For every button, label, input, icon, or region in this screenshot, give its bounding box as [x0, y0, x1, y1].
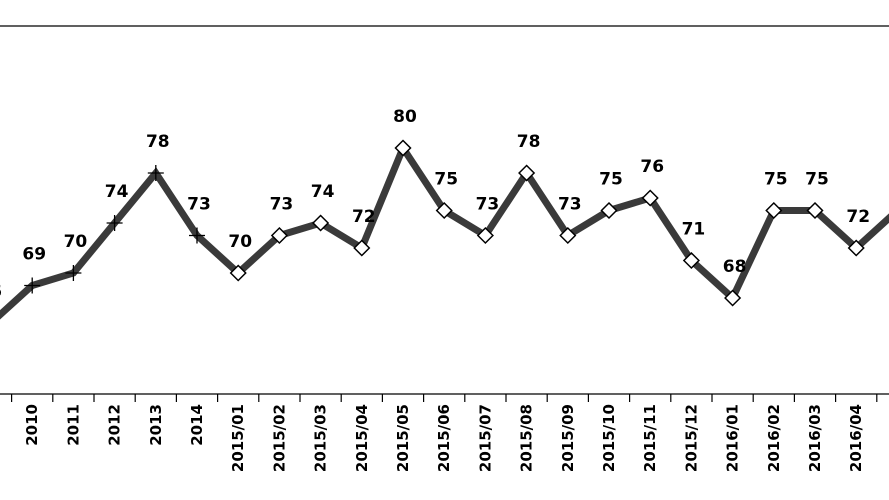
diamond-marker — [806, 201, 824, 220]
data-label: 73 — [476, 195, 500, 215]
x-tick-label: 2010 — [23, 404, 41, 446]
data-label: 70 — [64, 232, 88, 252]
data-label: 71 — [682, 220, 706, 240]
x-tick-label: 2015/09 — [559, 404, 577, 472]
diamond-marker — [270, 226, 288, 245]
series-markers — [24, 139, 889, 307]
x-tick-label: 2013 — [147, 404, 165, 446]
diamond-marker — [559, 226, 577, 245]
data-label: 72 — [352, 207, 376, 227]
data-label: 70 — [228, 232, 252, 252]
x-tick-label: 2016/02 — [765, 404, 783, 472]
x-axis-ticks — [11, 394, 878, 402]
x-tick-label: 2015/07 — [476, 404, 494, 472]
plus-marker — [147, 165, 164, 181]
diamond-marker — [229, 264, 247, 282]
data-label: 75 — [599, 170, 623, 190]
diamond-marker — [518, 164, 536, 182]
data-label: 74 — [105, 182, 129, 202]
data-label: 75 — [764, 170, 788, 190]
data-label: 72 — [846, 207, 870, 227]
data-label: 74 — [311, 182, 335, 202]
data-label: 68 — [723, 257, 747, 277]
x-tick-label: 2015/04 — [353, 404, 371, 472]
x-tick-label: 2015/08 — [518, 404, 536, 472]
x-tick-label: 2015/10 — [600, 404, 618, 472]
plus-marker — [65, 265, 82, 281]
data-label: 73 — [187, 195, 211, 215]
data-label: 78 — [146, 132, 170, 152]
diamond-marker — [847, 239, 865, 257]
data-label: 69 — [22, 245, 46, 265]
data-label: 75 — [805, 170, 829, 190]
x-tick-label: 2016/04 — [847, 404, 865, 472]
x-tick-label: 2015/12 — [682, 404, 700, 472]
x-tick-label: 2015/11 — [641, 404, 659, 472]
plus-marker — [106, 215, 123, 231]
x-tick-label: 2015/06 — [435, 404, 453, 472]
diamond-marker — [682, 251, 700, 270]
data-label: 73 — [558, 195, 582, 215]
x-tick-label: 2016/03 — [806, 404, 824, 472]
x-tick-label: 2016/01 — [724, 404, 742, 472]
data-label: 75 — [434, 170, 458, 190]
plus-marker — [189, 227, 205, 244]
diamond-marker — [353, 239, 371, 257]
diamond-marker — [476, 226, 494, 245]
diamond-marker — [724, 289, 742, 307]
diamond-marker — [765, 201, 783, 220]
x-tick-label: 2014 — [188, 404, 206, 446]
diamond-marker — [600, 201, 618, 220]
x-tick-label: 2015/02 — [270, 404, 288, 472]
data-label: 6 — [0, 282, 2, 302]
data-label: 73 — [270, 195, 294, 215]
data-label: 80 — [393, 107, 417, 127]
data-label: 78 — [517, 132, 541, 152]
x-tick-label: 2011 — [64, 404, 82, 446]
diamond-marker — [394, 139, 412, 157]
data-label: 76 — [640, 157, 664, 177]
diamond-marker — [641, 189, 659, 207]
x-tick-label: 2015/05 — [394, 404, 412, 472]
x-tick-label: 2015/01 — [229, 404, 247, 472]
data-labels: 6 69 70 74 78 73 70 73 74 72 80 75 73 78 73 75 76 71 68 75 7… — [0, 107, 870, 302]
plus-marker — [24, 277, 41, 294]
diamond-marker — [312, 214, 330, 232]
x-axis-tick-labels: 2010 2011 2012 2013 2014 2015/01 2015/02 2015/0… — [23, 404, 865, 472]
diamond-marker — [435, 201, 453, 220]
x-tick-label: 2012 — [106, 404, 124, 446]
x-tick-label: 2015/03 — [312, 404, 330, 472]
